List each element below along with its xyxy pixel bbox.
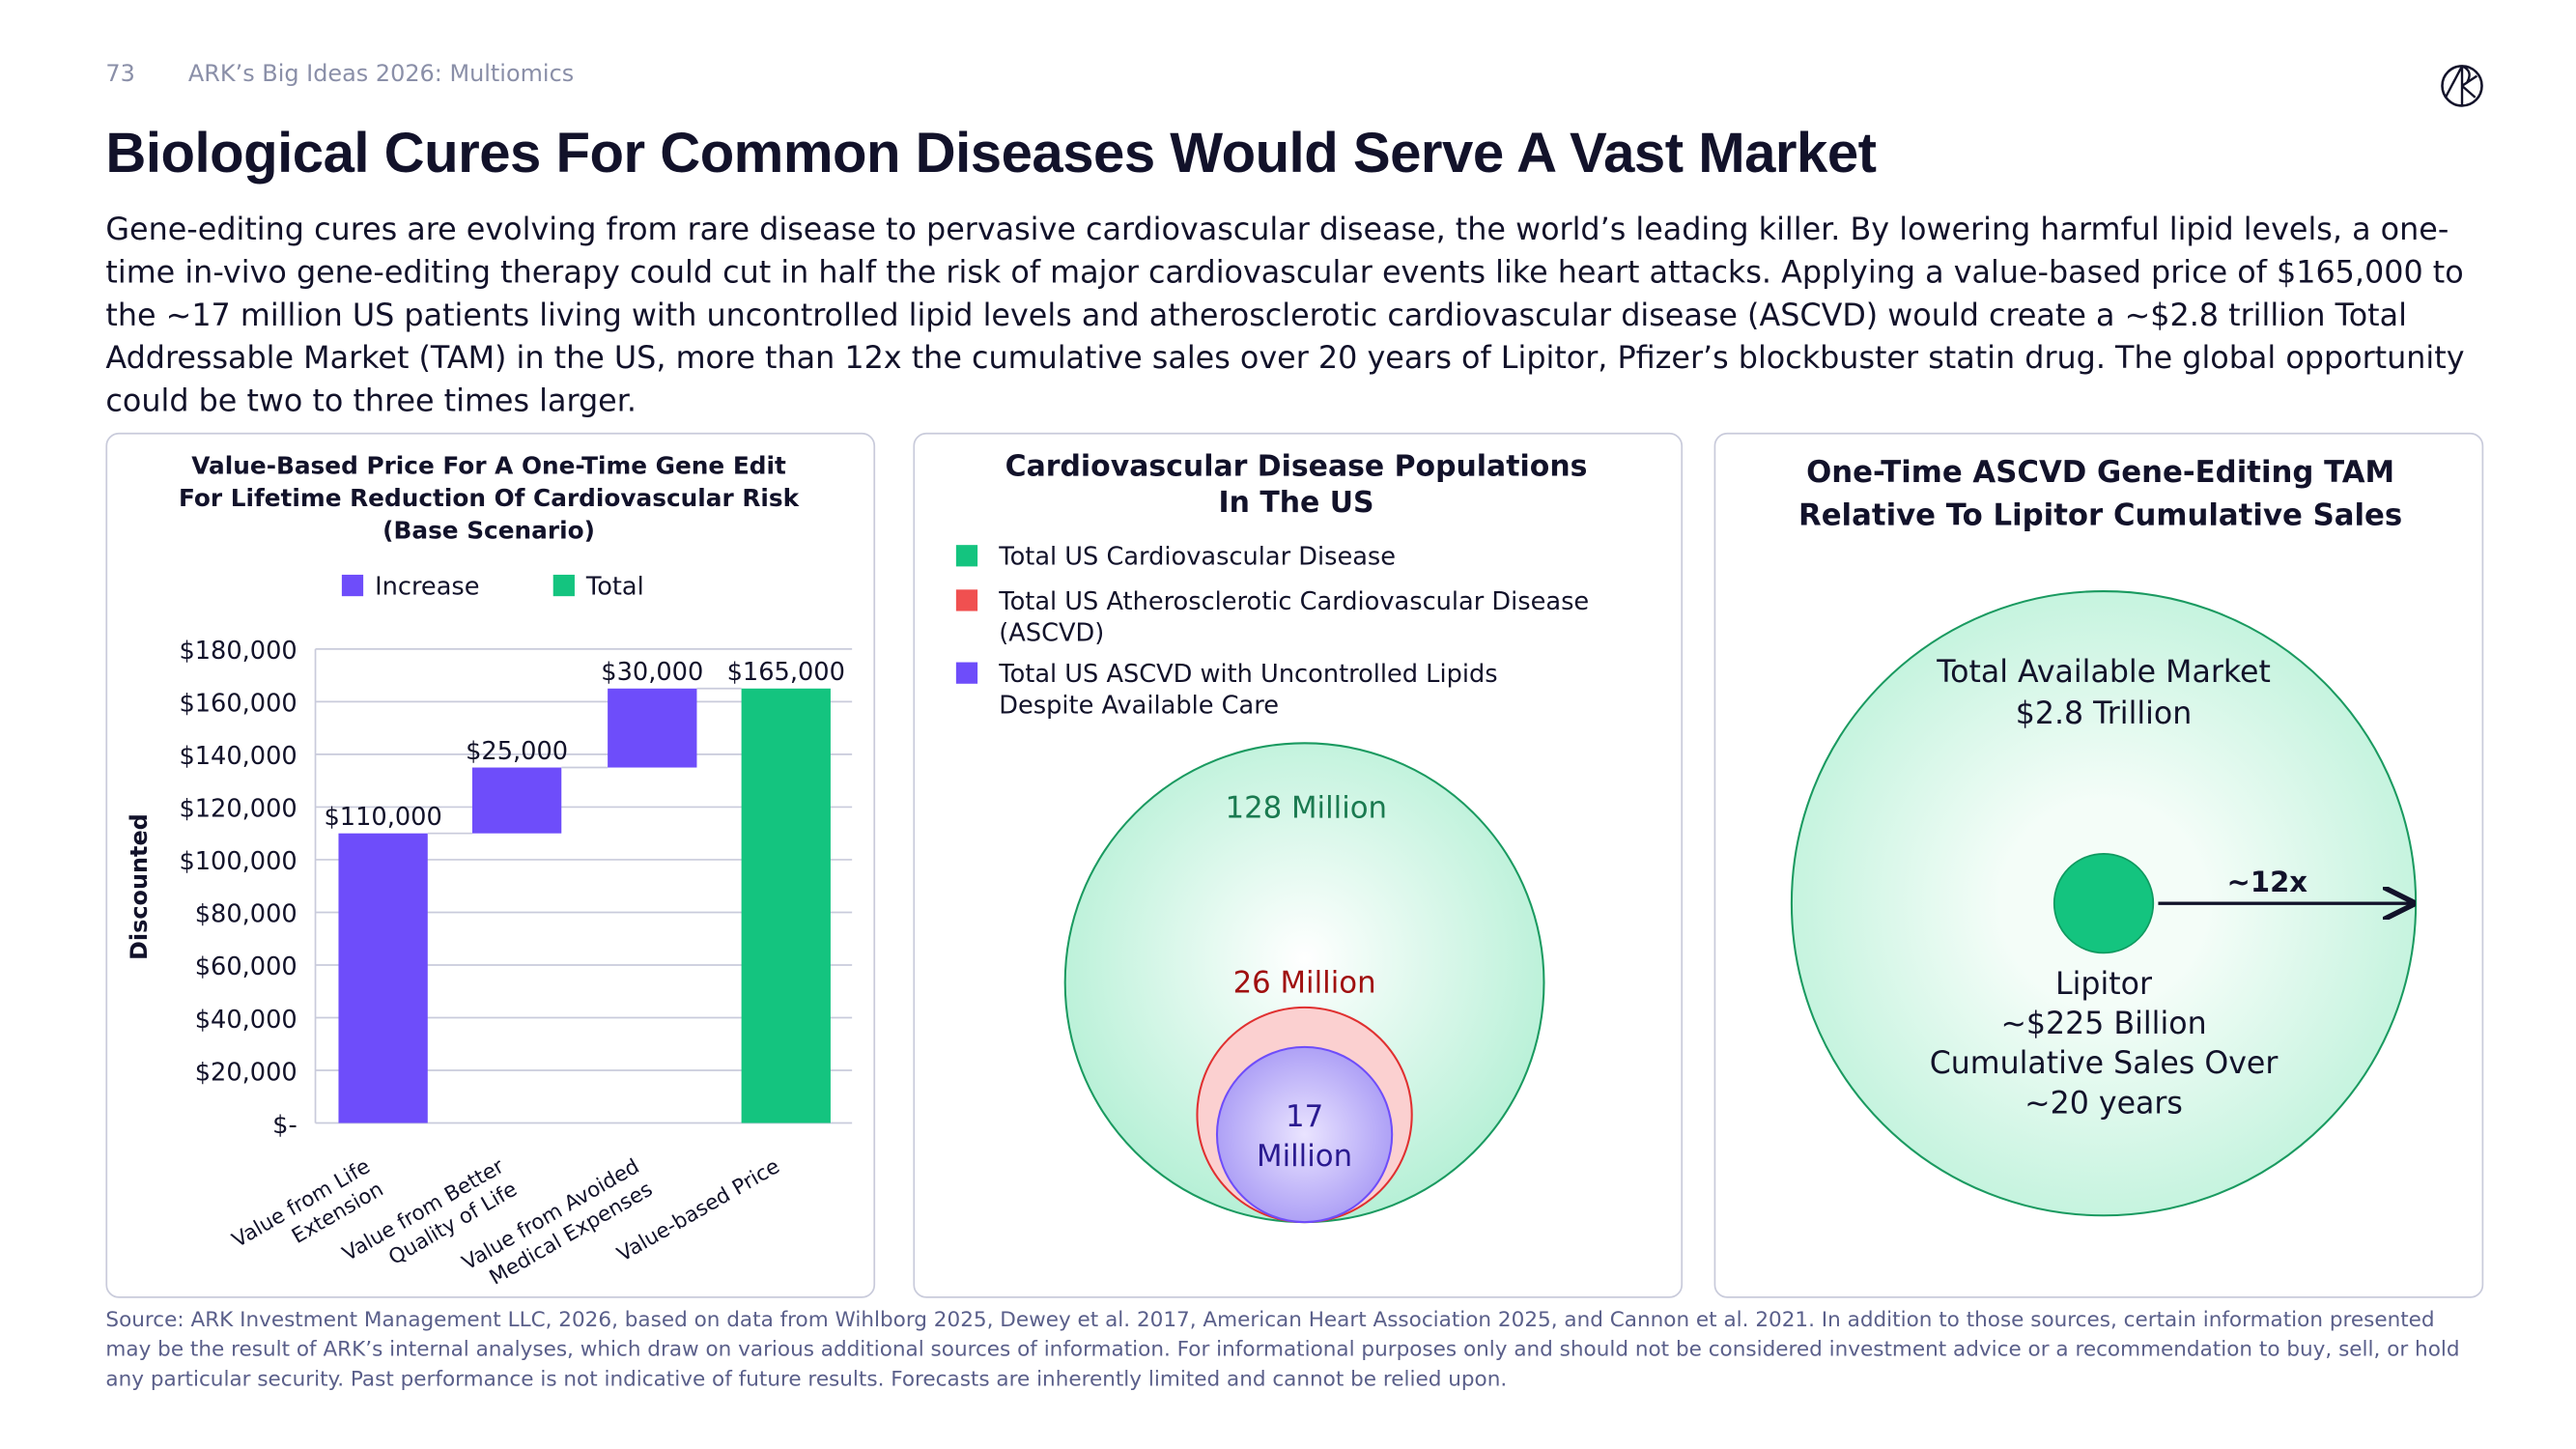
ark-logo-icon [2441,65,2483,107]
legend-label: Total US Atherosclerotic Cardiovascular … [998,587,1589,616]
legend-swatch-increase [341,574,364,597]
legend-label: Increase [375,572,479,601]
deck-title: ARK’s Big Ideas 2026: Multiomics [187,61,575,88]
y-tick-label: $40,000 [195,1006,297,1035]
page-number: 73 [105,61,135,88]
tam-label: $2.8 Trillion [2016,696,2193,731]
y-tick-label: $100,000 [179,847,297,876]
data-label: $30,000 [601,658,703,687]
legend-swatch [955,545,978,567]
y-tick-label: $20,000 [195,1058,297,1087]
lipitor-label: ~$225 Billion [2000,1007,2206,1041]
chart-title-line: Relative To Lipitor Cumulative Sales [1798,498,2402,533]
chart-title-line: Value-Based Price For A One-Time Gene Ed… [191,452,786,480]
data-label: $165,000 [727,658,845,687]
label-128-million: 128 Million [1226,790,1388,825]
bar [338,833,428,1123]
intro-paragraph: Gene-editing cures are evolving from rar… [105,213,2465,420]
chart-title-line: In The US [1219,486,1374,520]
tam-label: Total Available Market [1936,655,2271,690]
chart-title-line: One-Time ASCVD Gene-Editing TAM [1806,455,2394,490]
y-tick-label: $120,000 [179,795,297,824]
label-million: Million [1257,1139,1352,1174]
legend-label: Total US ASCVD with Uncontrolled Lipids [998,660,1497,689]
y-axis-label: Discounted [126,813,153,960]
y-tick-label: $60,000 [195,952,297,981]
circle-lipitor [2052,853,2155,954]
data-label: $25,000 [466,737,568,766]
y-tick-label: $160,000 [179,690,297,719]
chart-title-line: Cardiovascular Disease Populations [1005,449,1588,483]
y-tick-label: $140,000 [179,742,297,771]
bar [741,688,831,1123]
circle-uncontrolled [1215,1045,1394,1224]
y-tick-label: $80,000 [195,900,297,929]
bar [608,688,697,768]
y-tick-label: $180,000 [179,637,297,666]
bar [471,767,562,834]
panel-tam [1713,432,2484,1298]
label-26-million: 26 Million [1233,965,1376,1000]
lipitor-label: Cumulative Sales Over [1930,1046,2279,1081]
legend-label: Despite Available Care [999,692,1279,721]
legend-swatch-total [552,574,575,597]
panel-populations [913,432,1684,1298]
y-tick-label: $- [272,1111,297,1140]
ratio-label: ~12x [2227,866,2308,898]
data-label: $110,000 [324,803,441,832]
chart-title-line: (Base Scenario) [382,516,595,544]
legend-label: Total [585,572,644,601]
legend-label: Total US Cardiovascular Disease [998,543,1396,572]
legend-label: (ASCVD) [999,618,1104,647]
legend-swatch [955,589,978,611]
lipitor-label: Lipitor [2055,967,2152,1002]
legend-swatch [955,662,978,684]
chart-title-line: For Lifetime Reduction Of Cardiovascular… [179,484,800,512]
panel-waterfall [105,432,876,1298]
label-17: 17 [1286,1099,1323,1134]
page-title: Biological Cures For Common Diseases Wou… [105,122,1877,185]
lipitor-label: ~20 years [2024,1086,2183,1121]
source-footnote: Source: ARK Investment Management LLC, 2… [105,1306,2460,1391]
